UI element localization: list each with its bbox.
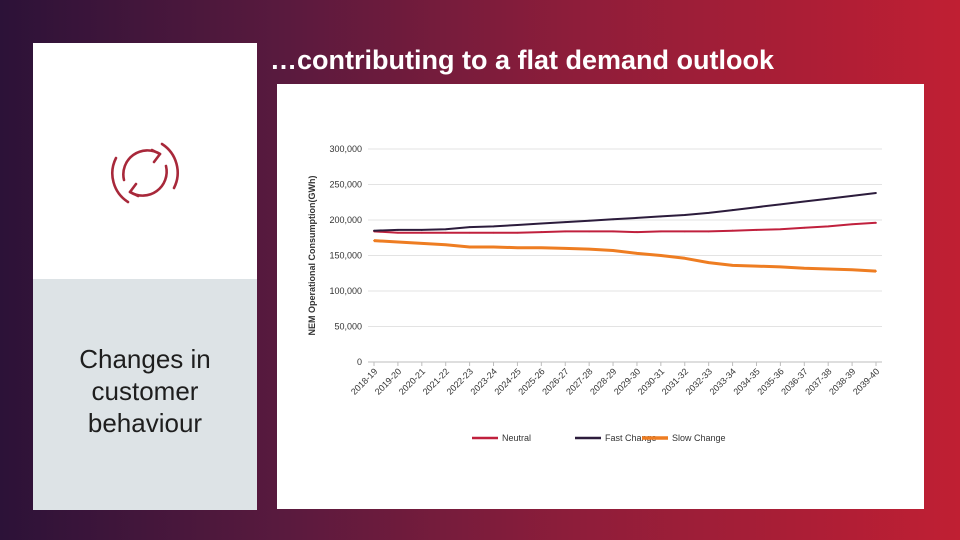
data-point-neutral: [659, 230, 662, 233]
data-point-fast-change: [564, 221, 567, 224]
data-point-slow-change: [588, 248, 591, 251]
data-point-slow-change: [683, 257, 686, 260]
data-point-neutral: [755, 229, 758, 231]
chart-grid: [368, 148, 882, 363]
left-caption: Changes in customer behaviour: [79, 344, 211, 438]
data-point-fast-change: [803, 200, 806, 203]
data-point-neutral: [636, 231, 638, 233]
chart-axes: 0 50,000 100,000 150,000 200,000 250,000 300,0…: [307, 144, 881, 397]
data-point-fast-change: [397, 229, 399, 231]
data-point-fast-change: [540, 222, 543, 225]
data-point-slow-change: [779, 265, 782, 268]
data-point-neutral: [468, 231, 471, 234]
data-point-fast-change: [588, 219, 591, 222]
data-point-neutral: [683, 230, 686, 233]
data-point-neutral: [516, 231, 519, 234]
legend-label-neutral: Neutral: [502, 433, 531, 443]
series-line-neutral: [373, 221, 877, 234]
data-point-neutral: [540, 231, 543, 233]
data-point-slow-change: [659, 254, 662, 257]
data-point-neutral: [707, 230, 710, 233]
data-point-slow-change: [755, 265, 758, 268]
refresh-icon: [111, 142, 179, 204]
data-point-slow-change: [851, 268, 853, 271]
y-tick-label: 150,000: [329, 251, 362, 261]
data-point-fast-change: [420, 229, 423, 231]
data-point-slow-change: [636, 252, 638, 255]
data-point-slow-change: [803, 267, 806, 270]
data-point-fast-change: [779, 203, 782, 206]
data-point-slow-change: [731, 264, 734, 267]
legend-label-fast-change: Fast Change: [605, 433, 657, 443]
data-point-neutral: [492, 231, 495, 234]
data-point-fast-change: [516, 224, 519, 226]
data-point-slow-change: [420, 242, 423, 245]
data-point-fast-change: [636, 216, 638, 219]
data-point-fast-change: [851, 194, 853, 197]
data-point-neutral: [803, 226, 806, 229]
y-tick-label: 200,000: [329, 215, 362, 225]
data-point-neutral: [564, 230, 567, 233]
data-point-fast-change: [827, 197, 830, 200]
data-point-neutral: [444, 231, 447, 234]
data-point-fast-change: [755, 206, 758, 209]
chart-card: 0 50,000 100,000 150,000 200,000 250,000 300,0…: [277, 84, 924, 509]
data-point-fast-change: [373, 229, 375, 232]
data-point-fast-change: [731, 209, 734, 211]
data-point-slow-change: [468, 246, 471, 248]
data-point-fast-change: [875, 192, 877, 194]
data-point-slow-change: [397, 241, 399, 243]
chart-legend: Neutral Fast Change Slow Change: [472, 433, 726, 443]
data-point-fast-change: [444, 228, 447, 231]
data-point-neutral: [731, 229, 734, 232]
x-tick-label: 2039-40: [851, 366, 881, 396]
data-point-slow-change: [516, 246, 519, 249]
data-point-neutral: [612, 230, 614, 233]
y-axis-label: NEM Operational Consumption(GWh): [307, 176, 317, 336]
data-point-slow-change: [373, 239, 375, 242]
data-point-slow-change: [612, 249, 614, 252]
data-point-slow-change: [875, 270, 877, 273]
left-card-lower-panel: [33, 279, 257, 510]
legend-label-slow-change: Slow Change: [672, 433, 726, 443]
y-tick-label: 0: [357, 357, 362, 367]
data-point-slow-change: [564, 247, 567, 250]
y-tick-label: 100,000: [329, 286, 362, 296]
chart-series: [373, 192, 877, 273]
data-point-neutral: [588, 230, 591, 233]
left-card: Changes in customer behaviour: [33, 43, 257, 510]
data-point-fast-change: [659, 215, 662, 218]
data-point-fast-change: [492, 225, 495, 228]
y-tick-label: 300,000: [329, 144, 362, 154]
data-point-neutral: [827, 225, 830, 228]
data-point-fast-change: [468, 226, 471, 229]
data-point-fast-change: [707, 212, 710, 214]
data-point-neutral: [420, 231, 423, 234]
data-point-neutral: [779, 228, 782, 231]
data-point-neutral: [397, 231, 399, 234]
data-point-slow-change: [492, 246, 495, 248]
y-tick-label: 250,000: [329, 180, 362, 190]
data-point-slow-change: [707, 261, 710, 264]
data-point-slow-change: [540, 246, 543, 249]
demand-line-chart: 0 50,000 100,000 150,000 200,000 250,000 300,0…: [307, 144, 882, 443]
data-point-slow-change: [444, 243, 447, 246]
data-point-fast-change: [683, 214, 686, 216]
data-point-fast-change: [612, 218, 614, 221]
data-point-slow-change: [827, 268, 830, 270]
series-line-fast-change: [373, 192, 877, 232]
data-point-neutral: [851, 223, 853, 226]
series-line-slow-change: [373, 239, 877, 273]
data-point-neutral: [875, 221, 877, 224]
y-tick-label: 50,000: [334, 322, 362, 332]
slide-title: …contributing to a flat demand outlook: [270, 45, 774, 75]
